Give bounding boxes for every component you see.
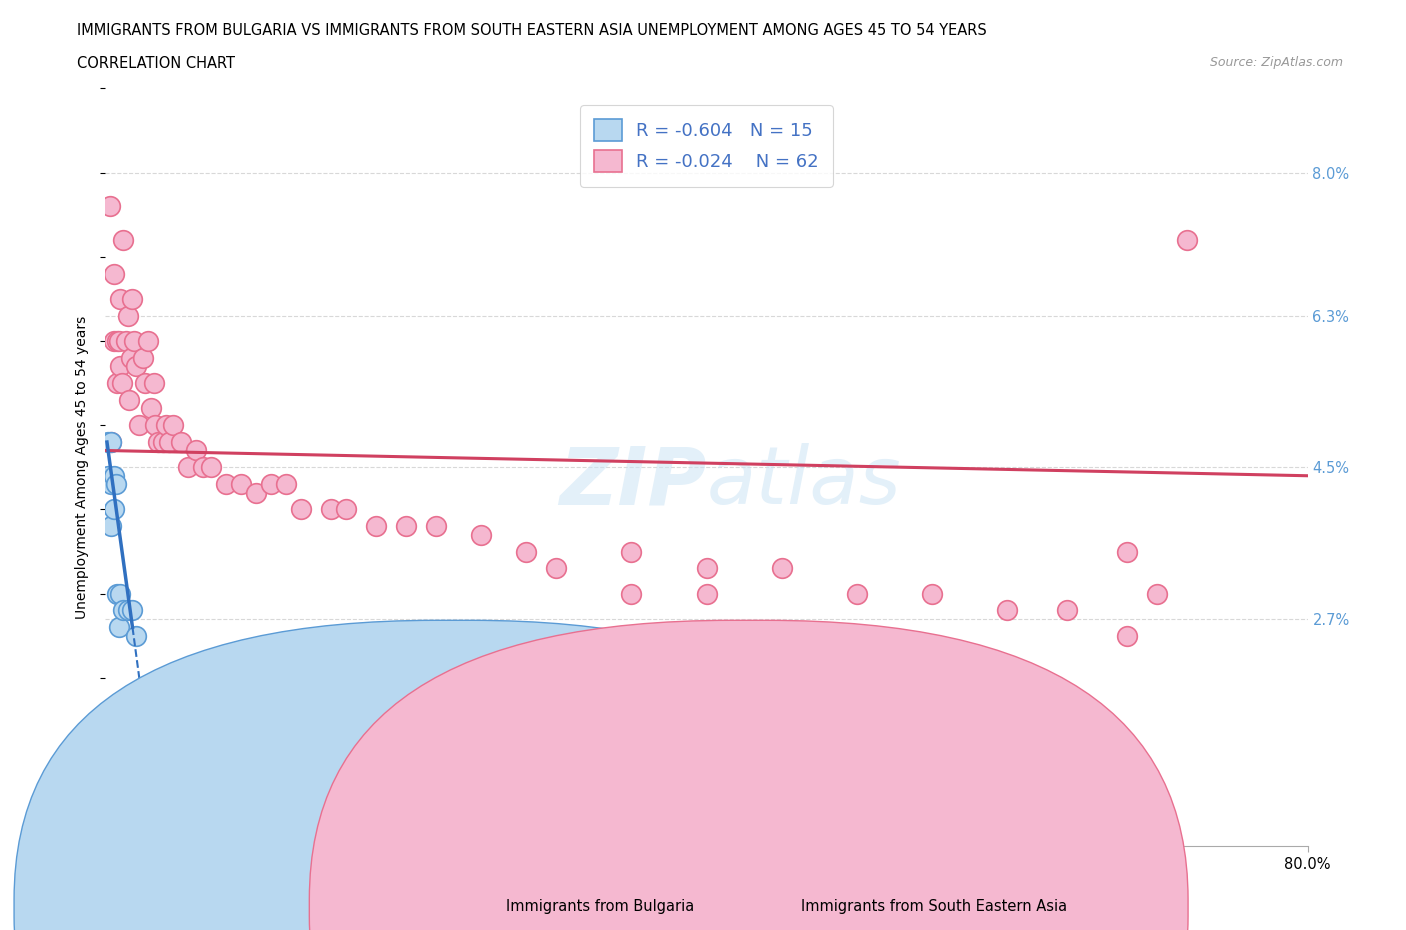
Point [921,586,943,601]
Point [845,586,868,601]
Point [229,477,252,492]
Point [155,418,177,432]
Point [100,434,122,449]
Point [104,477,127,492]
Point [157,434,180,449]
Point [136,334,159,349]
Point [1116,629,1139,644]
Point [97,434,120,449]
Point [97,469,120,484]
Point [107,586,129,601]
Point [103,266,125,281]
Point [107,376,129,391]
Text: Immigrants from South Eastern Asia: Immigrants from South Eastern Asia [801,899,1067,914]
Point [117,309,139,324]
Point [620,544,643,559]
Text: Source: ZipAtlas.com: Source: ZipAtlas.com [1209,56,1343,69]
Point [995,603,1018,618]
Point [620,586,643,601]
Point [274,477,297,492]
Point [103,469,125,484]
Point [335,502,357,517]
Point [139,401,162,416]
Text: ZIP: ZIP [560,444,707,522]
Point [1116,544,1139,559]
Point [245,485,267,500]
Point [121,291,143,306]
Point [100,434,122,449]
Point [112,232,135,247]
Legend: R = -0.604   N = 15, R = -0.024    N = 62: R = -0.604 N = 15, R = -0.024 N = 62 [581,105,832,187]
Point [146,434,169,449]
Point [142,376,165,391]
Point [515,544,537,559]
Point [169,434,191,449]
Point [108,620,131,635]
Point [470,527,492,542]
Point [98,199,121,214]
Y-axis label: Unemployment Among Ages 45 to 54 years: Unemployment Among Ages 45 to 54 years [76,315,90,619]
Point [108,334,131,349]
Point [120,351,142,365]
Point [200,460,222,475]
Point [143,418,166,432]
Point [696,561,718,576]
Point [111,376,134,391]
Point [100,519,122,534]
Point [152,434,174,449]
Point [134,376,156,391]
Point [364,519,387,534]
Point [425,519,447,534]
Point [177,460,200,475]
Point [260,477,283,492]
Point [162,418,184,432]
Point [124,359,146,374]
Point [696,586,718,601]
Point [100,477,122,492]
Point [290,502,312,517]
Point [132,351,155,365]
Point [124,629,146,644]
Point [184,443,207,458]
Point [1146,586,1168,601]
Point [1056,603,1078,618]
Point [214,477,236,492]
Point [107,334,129,349]
Point [103,502,125,517]
Point [110,359,132,374]
Point [395,519,418,534]
Point [121,603,143,618]
Point [319,502,342,517]
Text: IMMIGRANTS FROM BULGARIA VS IMMIGRANTS FROM SOUTH EASTERN ASIA UNEMPLOYMENT AMON: IMMIGRANTS FROM BULGARIA VS IMMIGRANTS F… [77,23,987,38]
Point [1175,232,1198,247]
Point [191,460,214,475]
Text: CORRELATION CHART: CORRELATION CHART [77,56,235,71]
Point [117,603,139,618]
Text: atlas: atlas [707,444,901,522]
Point [110,586,132,601]
Point [118,392,141,407]
Point [770,561,793,576]
Point [128,418,150,432]
Point [546,561,568,576]
Text: Immigrants from Bulgaria: Immigrants from Bulgaria [506,899,695,914]
Point [122,334,145,349]
Point [110,291,132,306]
Point [103,334,125,349]
Point [112,603,135,618]
Point [115,334,138,349]
